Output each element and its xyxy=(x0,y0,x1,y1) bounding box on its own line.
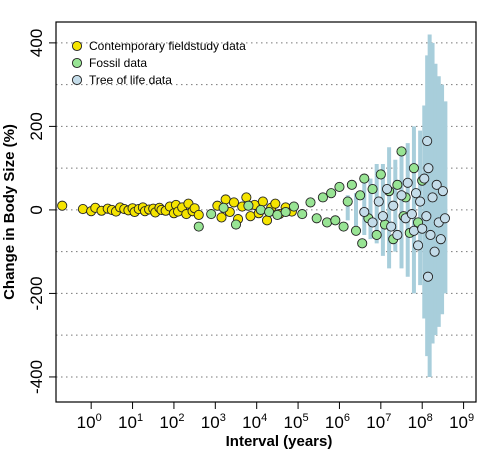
legend-label: Fossil data xyxy=(89,56,147,70)
fossil-data-point xyxy=(346,179,357,190)
fossil-data-point xyxy=(330,215,341,226)
contemporary-fieldstudy-data-point xyxy=(245,211,256,222)
legend-marker xyxy=(71,40,83,52)
fossil-data-point xyxy=(367,183,378,195)
tree-of-life-data-point xyxy=(402,177,413,188)
contemporary-fieldstudy-data-point xyxy=(193,209,204,220)
fossil-data-point xyxy=(280,206,291,218)
tree-of-life-data-point xyxy=(410,188,422,199)
x-tick-label: 102 xyxy=(159,412,184,432)
x-tick-label: 107 xyxy=(366,412,391,432)
tree-of-life-data-point xyxy=(417,223,428,234)
fossil-data-point xyxy=(326,188,337,199)
fossil-data-point xyxy=(392,179,403,190)
fossil-data-point xyxy=(288,201,299,212)
fossil-data-point xyxy=(305,197,316,208)
fossil-data-point xyxy=(338,221,349,232)
fossil-data-point xyxy=(317,192,328,203)
plot-frame xyxy=(55,21,477,403)
fossil-data-point xyxy=(342,196,353,207)
fossil-data-point xyxy=(396,146,407,157)
tree-of-life-data-point xyxy=(431,179,442,190)
contemporary-fieldstudy-data-point xyxy=(216,212,227,223)
contemporary-fieldstudy-data-point xyxy=(241,192,252,203)
contemporary-fieldstudy-data-point xyxy=(228,197,239,208)
y-tick-label: -200 xyxy=(27,276,46,310)
fossil-data-point xyxy=(357,238,368,249)
fossil-data-point xyxy=(408,163,419,174)
tree-of-life-data-point xyxy=(377,211,388,222)
contemporary-fieldstudy-data-point xyxy=(57,200,68,211)
contemporary-fieldstudy-data-point xyxy=(270,198,281,209)
tree-of-life-data-point xyxy=(373,196,384,207)
tree-of-life-data-point xyxy=(413,240,424,251)
fossil-data-point xyxy=(355,190,366,201)
y-axis: -400 -200 0 200 400 xyxy=(27,29,56,394)
x-tick-label: 101 xyxy=(118,412,143,432)
fossil-data-point xyxy=(230,219,242,230)
data-points xyxy=(57,135,451,282)
tree-of-life-data-point xyxy=(419,173,430,184)
legend-marker xyxy=(71,74,83,86)
tree-of-life-data-point xyxy=(429,246,440,257)
fossil-data-point xyxy=(371,229,382,241)
y-tick-label: 0 xyxy=(27,205,46,214)
x-axis-title: Interval (years) xyxy=(226,433,333,450)
tree-of-life-data-point xyxy=(388,200,399,211)
fossil-data-point xyxy=(311,213,322,224)
tree-of-life-data-point xyxy=(422,135,433,147)
contemporary-fieldstudy-data-point xyxy=(220,194,231,205)
fossil-data-point xyxy=(375,169,386,180)
tree-of-life-data-point xyxy=(408,225,419,236)
x-axis: 100 101 102 103 104 105 106 107 108 109 xyxy=(77,402,474,432)
tree-of-life-data-point xyxy=(423,163,434,174)
contemporary-fieldstudy-data-point xyxy=(257,196,268,207)
x-tick-label: 105 xyxy=(284,412,309,432)
tree-of-life-data-point xyxy=(392,229,403,241)
tree-of-life-data-point xyxy=(437,186,448,197)
tree-of-life-data-point xyxy=(396,190,407,201)
tree-of-life-data-point xyxy=(422,271,434,282)
x-tick-label: 108 xyxy=(408,412,433,432)
x-tick-label: 106 xyxy=(325,412,350,432)
tree-of-life-data-point xyxy=(381,183,393,195)
fossil-data-point xyxy=(359,173,370,184)
tree-of-life-data-point xyxy=(421,211,432,222)
tree-of-life-data-point xyxy=(425,229,436,241)
y-tick-label: 400 xyxy=(27,29,46,57)
tree-of-life-data-point xyxy=(406,209,417,220)
fossil-data-point xyxy=(297,209,308,220)
legend-marker xyxy=(71,57,83,69)
x-tick-label: 103 xyxy=(201,412,226,432)
y-tick-label: 200 xyxy=(27,112,46,140)
y-tick-label: -400 xyxy=(27,360,46,394)
y-axis-title: Change in Body Size (%) xyxy=(1,124,18,300)
tree-of-life-data-point xyxy=(359,206,370,218)
fossil-data-point xyxy=(350,225,362,236)
tree-of-life-data-point xyxy=(367,217,378,228)
contemporary-fieldstudy-data-point xyxy=(77,204,88,215)
tree-of-life-data-point xyxy=(427,192,438,203)
tree-of-life-data-point xyxy=(415,196,426,207)
fossil-data-point xyxy=(218,202,229,213)
fossil-data-point xyxy=(206,209,217,220)
fossil-data-point xyxy=(255,204,266,215)
legend-label: Contemporary fieldstudy data xyxy=(89,39,246,53)
tree-of-life-data-point xyxy=(435,234,446,245)
x-tick-label: 100 xyxy=(77,412,102,432)
fossil-data-point xyxy=(193,221,204,232)
x-tick-label: 109 xyxy=(449,412,474,432)
fossil-data-point xyxy=(334,181,345,192)
tree-of-life-data-point xyxy=(386,221,397,232)
fossil-data-point xyxy=(272,209,283,220)
fossil-data-point xyxy=(243,200,254,211)
fossil-data-point xyxy=(321,217,333,228)
legend: Contemporary fieldstudy data Fossil data T… xyxy=(71,39,246,87)
fossil-data-point xyxy=(264,206,275,218)
contemporary-fieldstudy-data-point xyxy=(261,215,273,226)
tree-of-life-data-point xyxy=(439,213,451,224)
x-tick-label: 104 xyxy=(242,412,267,432)
legend-label: Tree of life data xyxy=(89,73,172,87)
